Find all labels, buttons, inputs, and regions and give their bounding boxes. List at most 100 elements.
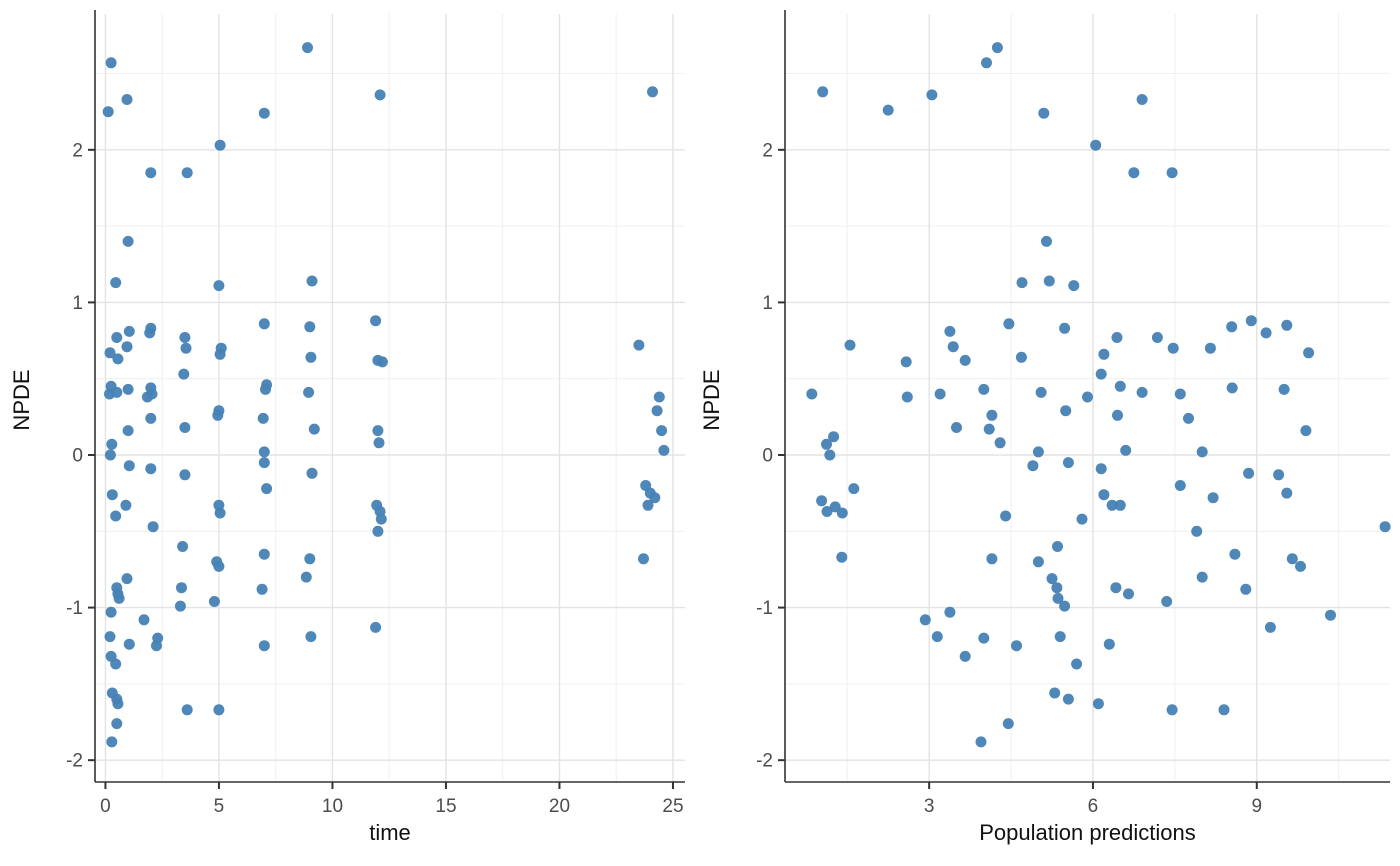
scatter-point <box>104 347 116 359</box>
scatter-point <box>981 57 992 69</box>
scatter-point <box>179 469 191 481</box>
scatter-point <box>376 356 388 368</box>
scatter-point <box>1003 318 1015 330</box>
scatter-point <box>651 405 663 417</box>
x-tick-label: 15 <box>435 796 456 817</box>
scatter-point <box>1207 492 1219 504</box>
scatter-point <box>177 541 189 552</box>
scatter-point <box>947 341 959 353</box>
scatter-point <box>1111 332 1123 343</box>
scatter-point <box>258 318 270 330</box>
scatter-point <box>1303 347 1315 359</box>
scatter-point <box>1174 480 1186 491</box>
scatter-point <box>1043 275 1055 287</box>
scatter-point <box>901 391 913 403</box>
x-tick-label: 5 <box>214 796 225 817</box>
scatter-point <box>141 391 153 403</box>
scatter-point <box>1052 592 1064 604</box>
scatter-point <box>1243 467 1255 479</box>
scatter-point <box>1000 510 1012 522</box>
scatter-point <box>1027 460 1039 472</box>
x-tick-label: 6 <box>1088 796 1099 817</box>
scatter-point <box>649 492 661 504</box>
scatter-point <box>110 277 122 289</box>
scatter-point <box>102 106 114 118</box>
y-tick-label: -2 <box>66 751 83 772</box>
scatter-point <box>1071 658 1083 670</box>
scatter-point <box>1060 405 1072 417</box>
scatter-point <box>656 425 668 437</box>
y-tick-label: 1 <box>72 293 83 314</box>
scatter-point <box>986 553 998 565</box>
scatter-point <box>934 388 946 400</box>
scatter-point <box>1281 319 1293 331</box>
scatter-point <box>372 525 384 537</box>
scatter-point <box>261 483 273 495</box>
scatter-point <box>214 139 226 151</box>
scatter-point <box>256 583 268 595</box>
scatter-point <box>375 513 387 525</box>
scatter-point <box>260 383 271 395</box>
scatter-point <box>145 167 157 179</box>
scatter-point <box>1041 235 1052 247</box>
scatter-point <box>647 86 658 98</box>
scatter-point <box>257 412 269 424</box>
scatter-point <box>1092 698 1104 710</box>
right-panel-x-axis-title: Population predictions <box>979 820 1196 845</box>
scatter-point <box>121 94 133 105</box>
scatter-point <box>1103 638 1115 650</box>
scatter-point <box>1052 541 1063 552</box>
scatter-point <box>1015 351 1027 363</box>
scatter-point <box>1059 322 1071 334</box>
scatter-point <box>111 718 123 730</box>
scatter-point <box>179 422 191 433</box>
scatter-point <box>258 457 270 469</box>
scatter-point <box>1095 368 1107 380</box>
scatter-point <box>151 640 162 652</box>
scatter-point <box>821 506 833 517</box>
scatter-point <box>304 553 316 565</box>
scatter-point <box>181 704 193 716</box>
scatter-point <box>900 356 912 368</box>
scatter-point <box>305 631 317 643</box>
scatter-point <box>112 698 124 710</box>
scatter-point <box>111 386 123 398</box>
scatter-point <box>1059 600 1071 612</box>
scatter-point <box>1038 107 1050 119</box>
scatter-point <box>978 632 990 644</box>
y-tick-label: -2 <box>756 751 773 772</box>
scatter-point <box>1049 687 1061 699</box>
scatter-point <box>1090 139 1102 151</box>
scatter-point <box>176 582 187 594</box>
scatter-point <box>138 614 150 626</box>
scatter-point <box>258 446 270 458</box>
scatter-point <box>123 325 135 337</box>
scatter-point <box>122 235 134 247</box>
scatter-point <box>1082 391 1093 403</box>
scatter-point <box>306 467 318 479</box>
scatter-point <box>306 275 318 287</box>
scatter-point <box>300 571 312 583</box>
scatter-point <box>1123 588 1134 600</box>
scatter-point <box>258 548 270 560</box>
scatter-point <box>1136 386 1148 398</box>
scatter-point <box>658 444 670 456</box>
scatter-point <box>373 437 385 449</box>
scatter-point <box>1196 446 1208 458</box>
scatter-point <box>848 483 860 495</box>
scatter-point <box>1166 704 1178 716</box>
scatter-point <box>214 348 226 360</box>
scatter-point <box>174 600 186 612</box>
scatter-point <box>1011 640 1022 652</box>
left-panel-x-axis-title: time <box>369 820 411 845</box>
scatter-point <box>944 606 956 618</box>
scatter-point <box>106 736 118 748</box>
scatter-point <box>1051 582 1063 594</box>
scatter-point <box>1095 463 1107 475</box>
scatter-point <box>836 507 848 519</box>
scatter-point <box>121 573 133 585</box>
scatter-point <box>1166 167 1178 179</box>
scatter-point <box>372 425 384 437</box>
scatter-point <box>951 422 962 433</box>
